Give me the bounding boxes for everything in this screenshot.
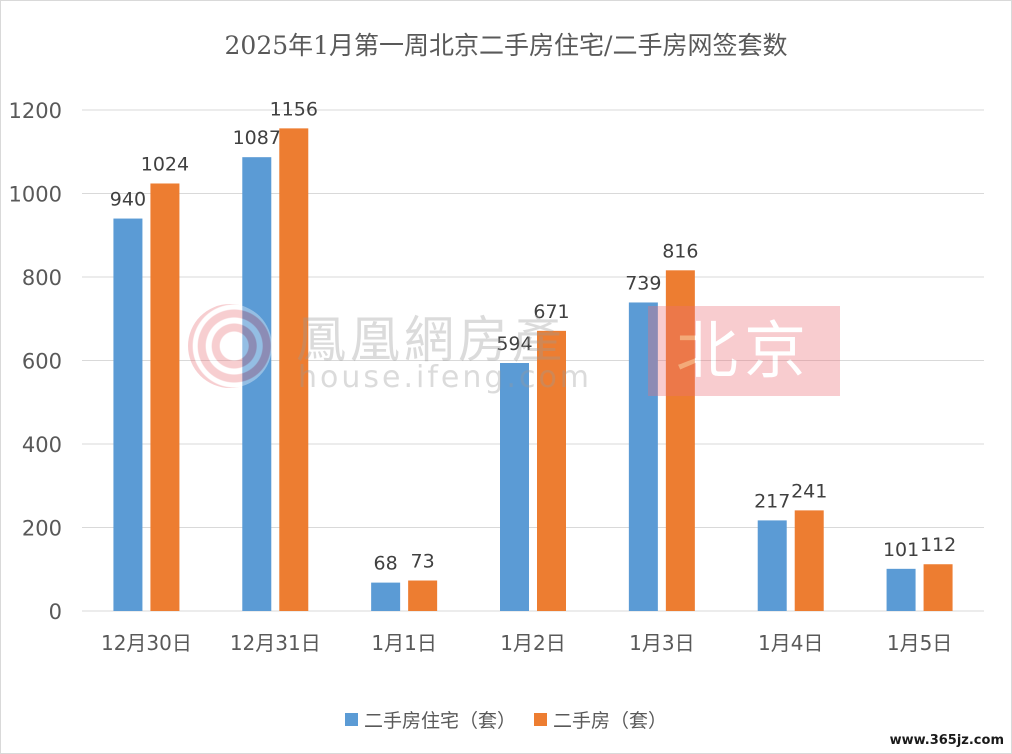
x-tick-label: 1月1日 <box>371 631 436 655</box>
x-tick-label: 12月30日 <box>101 631 192 655</box>
data-label: 1156 <box>270 98 318 120</box>
bar-total <box>408 580 438 611</box>
legend: 二手房住宅（套） 二手房（套） <box>0 706 1012 733</box>
bar-residential <box>500 363 529 611</box>
x-tick-label: 12月31日 <box>230 631 321 655</box>
data-label: 112 <box>920 534 956 556</box>
data-label: 68 <box>374 553 398 575</box>
bar-total <box>923 564 953 611</box>
data-label: 1087 <box>233 127 281 149</box>
bar-total <box>150 183 180 612</box>
bar-total <box>665 270 695 611</box>
data-label: 594 <box>496 333 532 355</box>
data-label: 1024 <box>141 153 189 175</box>
data-label: 241 <box>791 480 827 502</box>
legend-swatch-residential <box>344 713 358 726</box>
bar-residential <box>242 157 272 612</box>
legend-label-total: 二手房（套） <box>553 710 668 732</box>
y-tick-label: 0 <box>49 600 62 624</box>
x-tick-label: 1月3日 <box>629 631 694 655</box>
data-label: 816 <box>662 240 698 262</box>
y-tick-label: 1000 <box>9 183 62 207</box>
legend-swatch-total <box>534 713 547 726</box>
y-tick-label: 600 <box>22 350 62 374</box>
bar-residential <box>628 302 658 611</box>
site-watermark: www.365jz.com <box>889 733 1004 748</box>
bar-residential <box>113 218 143 612</box>
data-label: 940 <box>110 189 146 211</box>
bar-total <box>537 330 566 611</box>
legend-item-total: 二手房（套） <box>534 706 667 733</box>
data-label: 101 <box>883 539 919 561</box>
bar-total <box>279 128 309 611</box>
data-label: 671 <box>533 301 569 323</box>
y-tick-label: 800 <box>22 266 62 290</box>
legend-label-residential: 二手房住宅（套） <box>363 710 516 732</box>
data-label: 73 <box>411 551 435 573</box>
chart-title: 2025年1月第一周北京二手房住宅/二手房网签套数 <box>224 31 788 60</box>
bar-total <box>794 510 824 611</box>
bar-residential <box>757 520 787 611</box>
legend-item-residential: 二手房住宅（套） <box>344 706 516 733</box>
y-tick-label: 1200 <box>9 99 62 123</box>
y-tick-label: 200 <box>22 517 62 541</box>
x-tick-label: 1月4日 <box>758 631 823 655</box>
data-label: 739 <box>625 272 661 294</box>
data-label: 217 <box>754 490 790 512</box>
bar-residential <box>886 568 916 611</box>
x-tick-label: 1月2日 <box>500 631 565 655</box>
y-tick-label: 400 <box>22 433 62 457</box>
bar-residential <box>371 582 401 611</box>
x-tick-label: 1月5日 <box>887 631 952 655</box>
